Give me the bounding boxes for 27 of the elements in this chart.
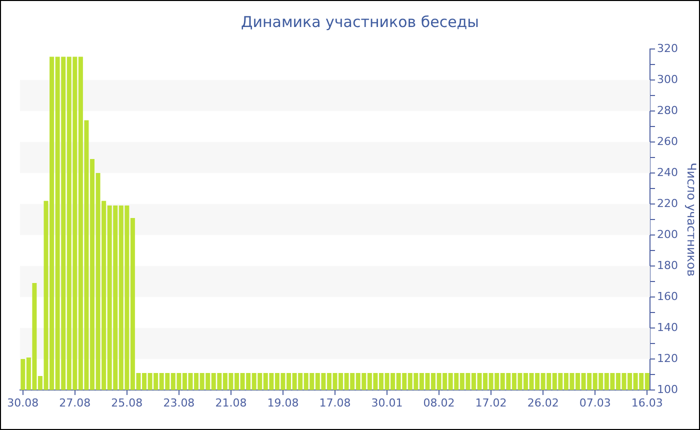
x-tick-label: 08.02 bbox=[423, 396, 455, 410]
y-tick-label: 160 bbox=[657, 290, 678, 303]
y-tick-label: 120 bbox=[657, 352, 678, 365]
x-tick-label: 27.08 bbox=[59, 396, 91, 410]
x-tick-label: 26.02 bbox=[527, 396, 559, 410]
y-tick-label: 260 bbox=[657, 134, 678, 148]
x-tick-label: 23.08 bbox=[163, 396, 195, 410]
x-tick-label: 17.02 bbox=[475, 396, 507, 410]
y-tick-label: 100 bbox=[657, 382, 678, 396]
x-tick-label: 07.03 bbox=[579, 396, 611, 410]
y-tick-label: 180 bbox=[657, 258, 678, 272]
chart-title: Динамика участников беседы bbox=[240, 12, 480, 31]
y-tick-label: 240 bbox=[657, 166, 678, 179]
y-tick-label: 320 bbox=[657, 42, 678, 55]
x-tick-label: 21.08 bbox=[215, 396, 247, 410]
y-tick-label: 280 bbox=[657, 104, 678, 117]
x-tick-label: 17.08 bbox=[319, 396, 351, 410]
x-tick-label: 30.08 bbox=[7, 396, 39, 410]
y-tick-label: 300 bbox=[657, 72, 678, 86]
x-tick-label: 30.01 bbox=[371, 396, 403, 410]
y-tick-label: 220 bbox=[657, 196, 678, 210]
x-tick-label: 25.08 bbox=[111, 396, 143, 410]
x-tick-label: 16.03 bbox=[631, 396, 663, 410]
x-tick-label: 19.08 bbox=[267, 396, 299, 410]
y-tick-label: 200 bbox=[657, 228, 678, 241]
y-axis-title: Число участников bbox=[684, 162, 699, 276]
y-tick-label: 140 bbox=[657, 320, 678, 334]
